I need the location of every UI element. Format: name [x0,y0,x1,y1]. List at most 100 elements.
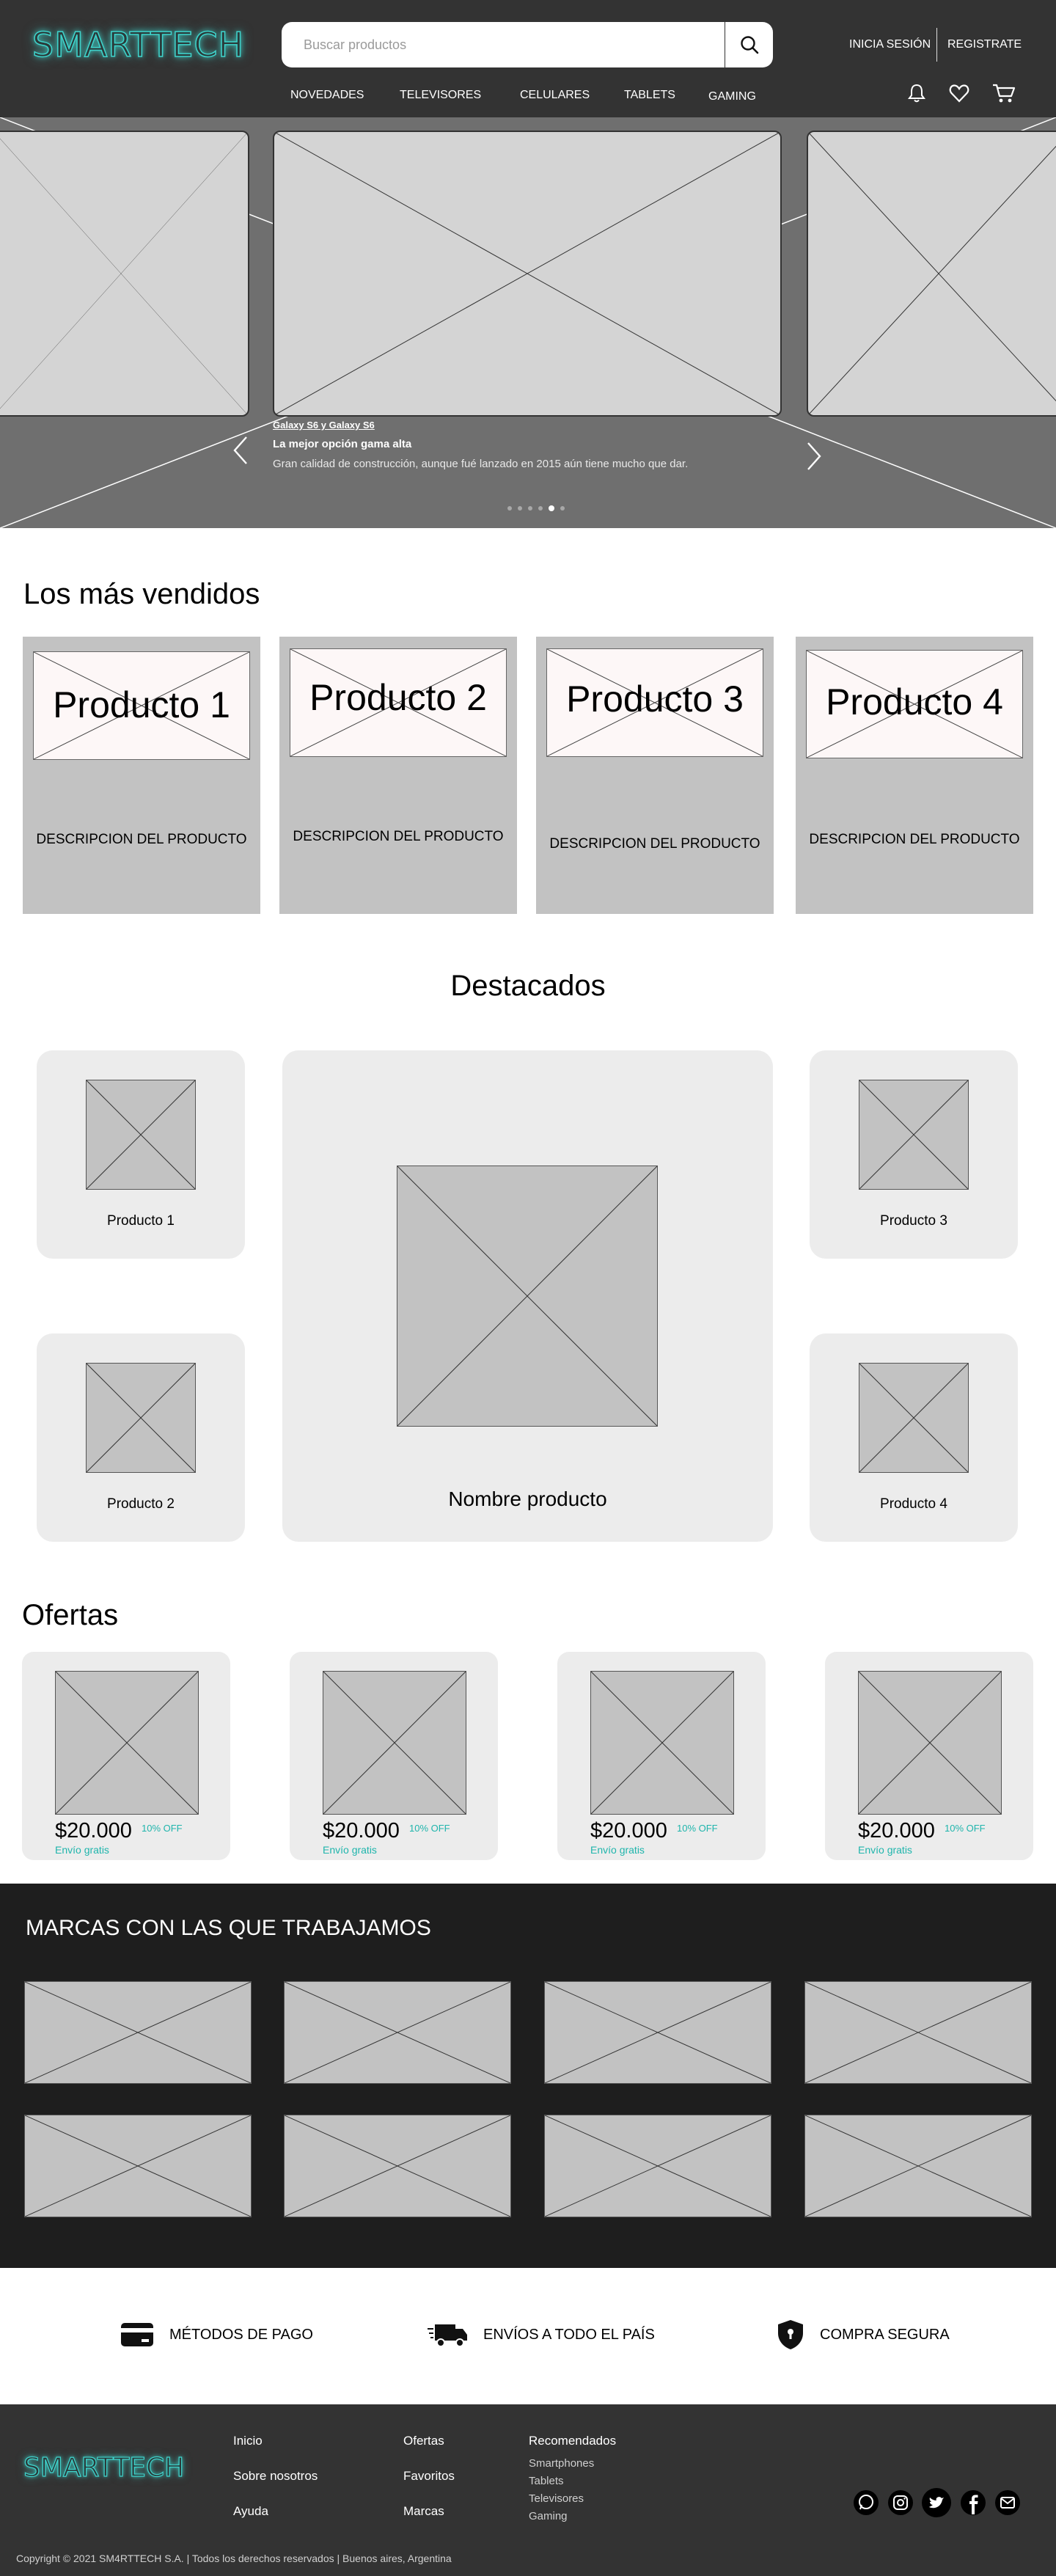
product-description: DESCRIPCION DEL PRODUCTO [809,832,1020,847]
register-link[interactable]: REGISTRATE [947,38,1022,51]
brands-section: MARCAS CON LAS QUE TRABAJAMOS [0,1884,1056,2268]
product-image [86,1080,196,1190]
nav-tablets[interactable]: TABLETS [624,89,675,101]
truck-icon [428,2324,467,2347]
product-name: Producto 1 [53,684,230,725]
mail-icon[interactable] [994,2489,1021,2516]
site-footer: SMARTTECH Inicio Sobre nosotros Ayuda Of… [0,2404,1056,2576]
brand-logo[interactable] [284,1981,511,2084]
cart-icon[interactable] [991,82,1016,104]
secure-purchase[interactable]: COMPRA SEGURA [776,2316,950,2353]
product-image [33,651,250,760]
product-name: Producto 4 [880,1496,947,1512]
footer-link[interactable]: Tablets [529,2475,564,2487]
caption-link[interactable]: Galaxy S6 y Galaxy S6 [273,420,375,431]
offer-price: $20.000 [590,1819,667,1843]
footer-link[interactable]: Smartphones [529,2457,595,2470]
featured-card[interactable]: Producto 3 [810,1050,1018,1259]
carousel-dot[interactable] [528,506,532,511]
product-image [859,1080,969,1190]
nav-televisores[interactable]: TELEVISORES [400,89,482,101]
brand-logo[interactable] [544,2115,771,2217]
offer-card[interactable]: $20.000 10% OFF Envío gratis [22,1652,230,1860]
product-image [55,1671,199,1815]
image-placeholder-icon [808,132,1056,415]
shipping-label: Envío gratis [55,1844,109,1856]
offer-card[interactable]: $20.000 10% OFF Envío gratis [290,1652,498,1860]
best-seller-card[interactable]: Producto 2 DESCRIPCION DEL PRODUCTO [279,637,517,914]
image-placeholder-icon [285,2115,510,2217]
facebook-icon[interactable] [960,2489,986,2516]
featured-card[interactable]: Producto 2 [37,1333,245,1542]
login-link[interactable]: INICIA SESIÓN [849,38,931,51]
heart-icon[interactable] [948,82,970,104]
nav-celulares[interactable]: CELULARES [520,89,590,101]
image-placeholder-icon [859,1672,1001,1814]
footer-link[interactable]: Televisores [529,2492,584,2505]
brand-logo[interactable] [804,1981,1032,2084]
offer-card[interactable]: $20.000 10% OFF Envío gratis [825,1652,1033,1860]
product-image [859,1363,969,1473]
best-seller-card[interactable]: Producto 4 DESCRIPCION DEL PRODUCTO [796,637,1033,914]
footer-link[interactable]: Favoritos [403,2469,455,2483]
slide-current[interactable] [273,131,782,417]
product-description: DESCRIPCION DEL PRODUCTO [549,836,760,852]
footer-link[interactable]: Inicio [233,2434,263,2448]
discount-badge: 10% OFF [945,1823,986,1834]
brand-logo[interactable] [804,2115,1032,2217]
image-placeholder-icon [805,2115,1031,2217]
footer-link[interactable]: Gaming [529,2510,568,2522]
footer-link[interactable]: Marcas [403,2504,444,2518]
chevron-right-icon[interactable] [802,440,824,472]
footer-link[interactable]: Ofertas [403,2434,444,2448]
footer-link[interactable]: Sobre nosotros [233,2469,318,2483]
chevron-left-icon[interactable] [230,434,252,466]
carousel-dot[interactable] [538,506,543,511]
featured-main-card[interactable]: Nombre producto [282,1050,773,1542]
caption-description: Gran calidad de construcción, aunque fué… [273,458,689,470]
brand-logo[interactable] [544,1981,771,2084]
image-placeholder-icon [87,1364,195,1472]
image-placeholder-icon [56,1672,198,1814]
recommended-title: Recomendados [529,2434,617,2448]
product-image [858,1671,1002,1815]
whatsapp-icon[interactable] [853,2489,879,2516]
nationwide-shipping[interactable]: ENVÍOS A TODO EL PAÍS [428,2316,655,2353]
nav-gaming[interactable]: GAMING [708,90,756,103]
carousel-dot[interactable] [560,506,565,511]
featured-card[interactable]: Producto 4 [810,1333,1018,1542]
instagram-icon[interactable] [887,2489,914,2516]
carousel-dot-active[interactable] [549,505,554,511]
image-placeholder-icon [87,1080,195,1189]
slide-next[interactable] [807,131,1056,417]
footer-link[interactable]: Ayuda [233,2504,268,2518]
payment-methods[interactable]: MÉTODOS DE PAGO [120,2316,313,2353]
search-icon [740,36,758,54]
search-input[interactable] [282,22,725,67]
carousel-dot[interactable] [518,506,522,511]
image-placeholder-icon [323,1672,466,1814]
image-placeholder-icon [859,1080,968,1189]
bell-icon[interactable] [906,82,928,104]
brand-logo[interactable] [24,1981,252,2084]
best-seller-card[interactable]: Producto 1 DESCRIPCION DEL PRODUCTO [23,637,260,914]
brand-logo[interactable] [24,2115,252,2217]
product-name: Producto 3 [880,1213,947,1229]
hero-carousel: Galaxy S6 y Galaxy S6 La mejor opción ga… [0,117,1056,528]
slide-prev[interactable] [0,131,249,417]
logo[interactable]: SMARTTECH [32,24,245,65]
search-button[interactable] [725,22,773,67]
offer-price: $20.000 [858,1819,935,1843]
brand-logo[interactable] [284,2115,511,2217]
carousel-dot[interactable] [507,506,512,511]
twitter-icon[interactable] [921,2487,952,2518]
best-seller-card[interactable]: Producto 3 DESCRIPCION DEL PRODUCTO [536,637,774,914]
featured-card[interactable]: Producto 1 [37,1050,245,1259]
image-placeholder-icon [285,1982,510,2083]
product-image [806,650,1023,758]
offer-card[interactable]: $20.000 10% OFF Envío gratis [557,1652,766,1860]
footer-logo[interactable]: SMARTTECH [23,2452,185,2483]
nav-novedades[interactable]: NOVEDADES [290,89,364,101]
image-placeholder-icon [25,1982,251,2083]
image-placeholder-icon [0,132,248,415]
